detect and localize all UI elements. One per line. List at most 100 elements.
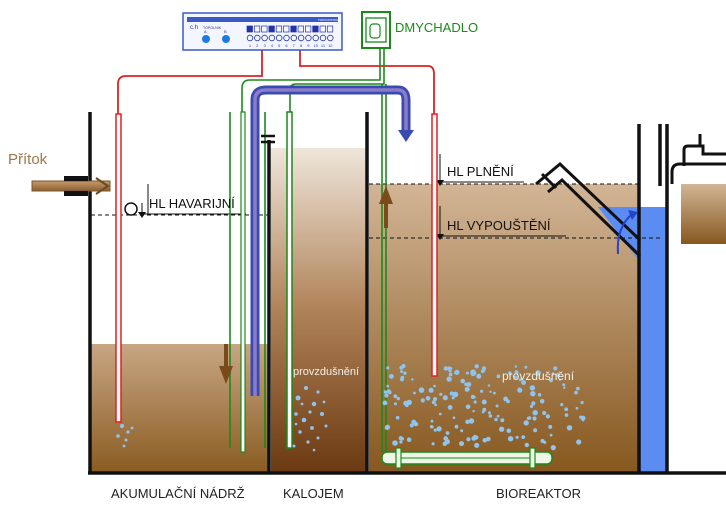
controller-channel-number: 2 [256,43,259,48]
bubble [442,395,448,401]
bubble [468,418,475,424]
controller-function-icon [283,25,290,33]
bubble [382,400,388,406]
controller-button-a[interactable] [202,35,210,43]
bubble [553,366,558,371]
bubble [488,414,493,418]
controller-channel-indicator [276,34,283,42]
controller-logo: c.h [190,25,198,31]
controller-channel-number: 11 [321,43,326,48]
controller-channel-indicator [327,34,334,42]
sludge-return-arrow [398,130,414,142]
bubble [506,399,510,404]
bubble [524,442,529,448]
bubble [529,385,536,391]
bubble [579,415,583,419]
bubble [400,437,405,441]
controller-channel-indicator [246,34,254,42]
green-probe-accum [240,111,246,453]
bubble [493,391,496,395]
inflow-pipe [31,180,111,192]
bubble [411,419,417,425]
controller-channel-number: 12 [328,43,333,48]
bubble [430,419,434,423]
bubble [403,371,407,375]
bubble [425,396,431,401]
bubble [524,365,528,369]
controller-channel-indicator [312,34,319,42]
bubble [581,418,585,422]
bubble [452,391,459,398]
bubble [496,414,500,418]
controller-function-icon [297,25,304,33]
controller-button-b[interactable] [222,35,230,43]
bubble [384,424,391,430]
bubble [549,433,553,437]
bubble [543,440,547,444]
bubble [551,372,555,376]
controller-function-icon [305,25,312,33]
controller-channel-indicator [261,34,268,42]
emergency-level-label: HL HAVARIJNÍ [149,196,235,211]
bubble [533,428,538,433]
bubble [548,424,553,429]
bubble [532,416,537,421]
bubble [481,366,487,371]
bubble [532,410,538,416]
discharge-level-marker [436,234,444,240]
bubbles-accumulation [116,424,134,448]
bubble [487,411,491,415]
bubble [564,413,569,417]
bubble [521,380,526,385]
green-probe-sludge [286,111,293,449]
controller-channel-indicator [305,34,312,42]
bubble [433,428,437,432]
bubble [550,445,556,451]
bubble [392,440,398,446]
bubble [443,366,448,371]
bubble [500,418,505,423]
bubble [556,372,561,377]
rotation-arrow [616,213,633,255]
bubble [445,431,450,435]
controller-channel-indicator [290,34,297,42]
bubble [514,370,519,375]
sludge-tank-liquid [271,148,366,472]
bubble [506,428,512,434]
controller-button-b-label: B [224,29,227,34]
bubble [521,435,526,439]
bubble [451,396,455,400]
bubble [464,386,470,392]
inflow-flange [64,176,88,181]
tank-label-accumulation: AKUMULAČNÍ NÁDRŽ [111,486,245,501]
controller-unit: c.h TOPOLNIK A B 1 2 3 4 5 6 7 8 9 10 11 12 TOPCONT… [182,12,343,51]
bubble [517,387,523,393]
bubble [438,412,442,416]
bubble [496,374,501,379]
bubble [406,437,412,443]
bubble [383,390,388,394]
bubble [399,440,403,444]
bubble [514,365,518,368]
bubble [480,389,484,393]
bubble [563,386,566,389]
bubble [454,371,457,375]
bubble [564,407,569,412]
controller-function-icon [261,25,268,33]
controller-channel-indicator [283,34,290,42]
controller-channel-indicator [319,34,327,42]
bubble [429,425,434,429]
bubble [439,392,443,396]
controller-channel-number: 6 [285,43,288,48]
bubble [428,387,434,393]
controller-channel-number: 5 [278,43,281,48]
bubble [560,403,564,407]
bubble [507,436,514,442]
bubble [393,394,398,399]
controller-brand: TOPOLNIK [203,26,222,30]
bubble [452,416,456,420]
rotation-arrow-head [628,210,638,220]
controller-channel-number: 4 [271,43,274,48]
bubble [518,378,522,382]
controller-function-icon [312,25,319,33]
